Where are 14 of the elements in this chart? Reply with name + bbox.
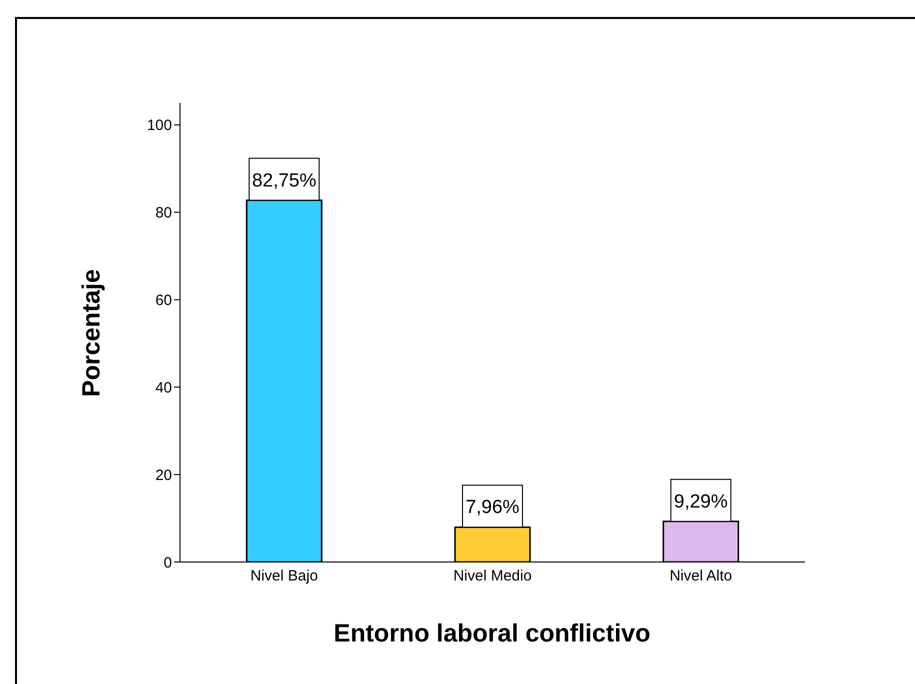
y-tick-label: 60	[155, 292, 172, 310]
y-tick-label: 100	[146, 117, 172, 134]
x-axis-title: Entorno laboral conflictivo	[334, 620, 650, 648]
data-label: 7,96%	[466, 497, 520, 518]
data-label: 9,29%	[674, 491, 728, 512]
y-axis-title: Porcentaje	[78, 269, 106, 397]
y-tick-label: 40	[155, 379, 172, 396]
y-tick-label: 80	[155, 204, 172, 222]
x-tick-label: Nivel Bajo	[250, 568, 318, 585]
y-tick-label: 20	[155, 466, 172, 484]
y-tick-label: 0	[164, 554, 172, 572]
x-tick-label: Nivel Alto	[670, 568, 732, 585]
x-tick-label: Nivel Medio	[453, 568, 532, 585]
data-label: 82,75%	[252, 170, 316, 192]
